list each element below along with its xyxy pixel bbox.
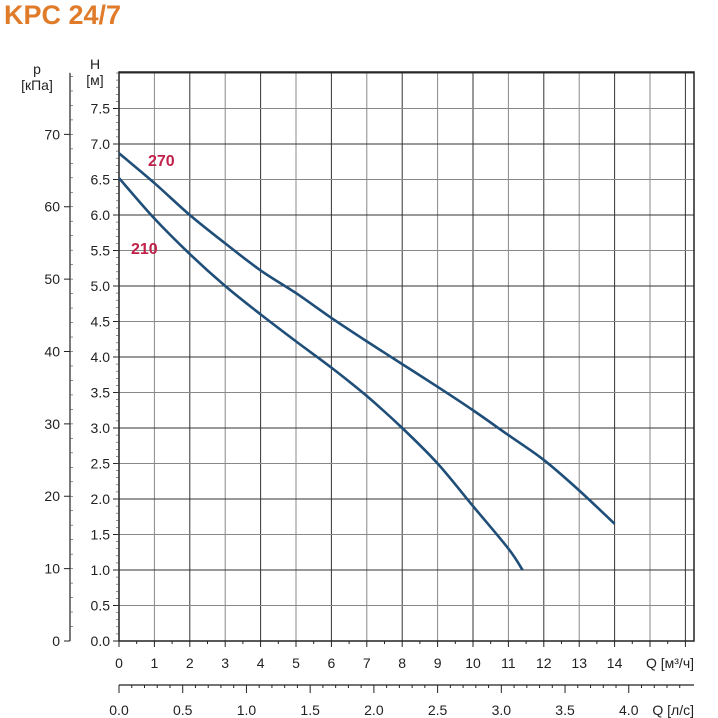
kpa-tick-label: 30 [44,416,60,432]
y-tick-label: 5.5 [91,243,111,259]
y-tick-label: 1.5 [91,527,111,543]
ls-tick-label: 1.0 [237,702,257,718]
y-axis-unit: [м] [86,72,103,88]
kpa-tick-label: 10 [44,561,60,577]
chart-title: KPC 24/7 [4,0,122,30]
kpa-axis-label: p [33,61,41,77]
y-tick-label: 1.0 [91,562,111,578]
kpa-axis-unit: [кПа] [21,77,53,93]
x-tick-label: 2 [186,655,194,671]
x-tick-label: 3 [221,655,229,671]
kpa-tick-label: 60 [44,199,60,215]
x-tick-label: 5 [292,655,300,671]
y-tick-label: 3.0 [91,420,111,436]
kpa-tick-label: 70 [44,126,60,142]
x-tick-label: 12 [536,655,552,671]
kpa-tick-label: 0 [52,633,60,649]
curve-label-270: 270 [148,153,175,170]
kpa-tick-label: 50 [44,271,60,287]
x-axis-label: Q [м³/ч] [646,655,694,671]
kpa-tick-label: 20 [44,488,60,504]
x-tick-label: 11 [501,655,516,671]
curve-210 [118,177,524,571]
y-tick-label: 5.0 [91,278,111,294]
ls-tick-label: 4.0 [619,702,639,718]
y-tick-label: 3.5 [91,385,111,401]
y-tick-label: 7.5 [91,101,111,117]
y-tick-label: 0.5 [91,598,111,614]
y-axis-label: H [90,56,100,72]
ls-tick-label: 2.0 [364,702,384,718]
x-tick-label: 0 [115,655,123,671]
kpa-tick-label: 40 [44,343,60,359]
x-tick-label: 9 [434,655,442,671]
x-tick-label: 8 [398,655,406,671]
y-tick-label: 4.0 [91,349,111,365]
y-tick-label: 6.5 [91,172,111,188]
y-tick-label: 2.5 [91,456,111,472]
ls-axis-label: Q [л/с] [652,702,694,718]
ls-tick-label: 3.0 [492,702,512,718]
x-tick-label: 10 [465,655,481,671]
x-tick-label: 4 [257,655,265,671]
ls-tick-label: 1.5 [300,702,320,718]
curve-270 [118,152,616,525]
ls-tick-label: 0.5 [173,702,193,718]
x-tick-label: 14 [607,655,623,671]
x-tick-label: 7 [363,655,371,671]
y-tick-label: 6.0 [91,207,111,223]
ls-tick-label: 2.5 [428,702,448,718]
y-tick-label: 0.0 [91,633,111,649]
y-tick-label: 4.5 [91,314,111,330]
curve-label-210: 210 [131,241,158,258]
x-tick-label: 13 [571,655,587,671]
x-tick-label: 6 [328,655,336,671]
y-tick-label: 7.0 [91,136,111,152]
x-tick-label: 1 [151,655,159,671]
y-tick-label: 2.0 [91,491,111,507]
ls-tick-label: 0.0 [109,702,129,718]
ls-tick-label: 3.5 [555,702,575,718]
